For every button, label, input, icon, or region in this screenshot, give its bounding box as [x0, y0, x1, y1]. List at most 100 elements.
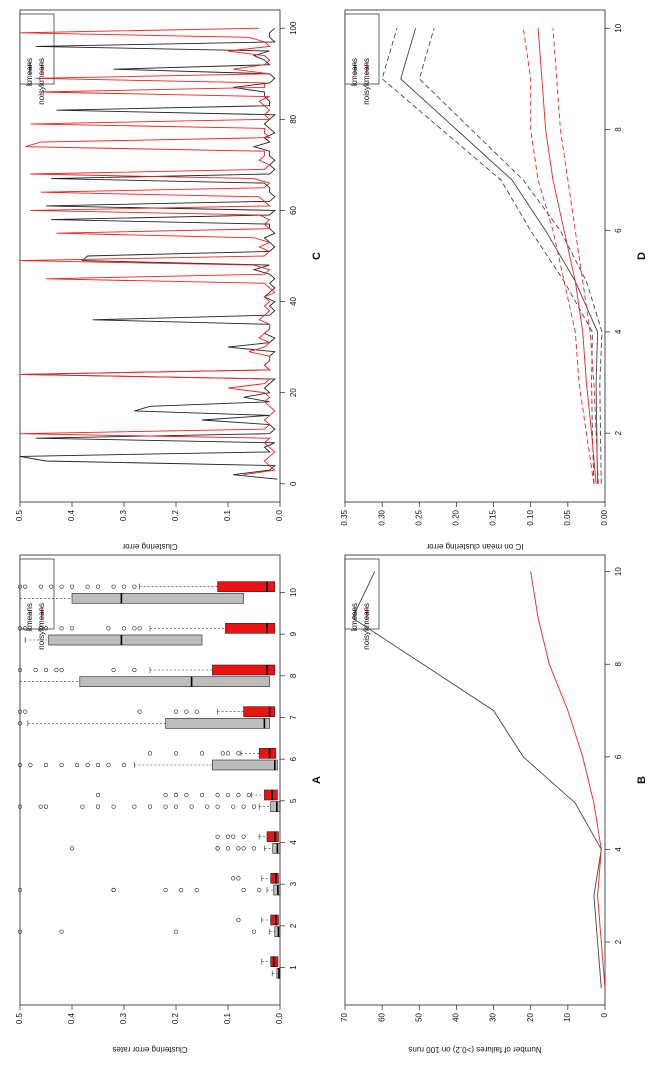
category-tick-label: 9: [289, 631, 298, 636]
legend-label: noisykmeans: [362, 58, 371, 105]
box-outlier: [17, 584, 23, 589]
box-outlier: [241, 804, 246, 809]
legend-box: [344, 558, 380, 630]
category-tick-label: 10: [614, 567, 623, 576]
series-line: [400, 28, 599, 484]
box-outlier: [17, 626, 23, 631]
value-tick-label: 20: [526, 1012, 535, 1021]
box-outlier: [132, 667, 137, 673]
box-outlier: [231, 834, 236, 839]
panel-c: 0.0 0.1 0.2 0.3 0.4 0.5 Clustering error 0 20 40 6…: [15, 9, 323, 551]
category-tick-label: 6: [289, 756, 298, 761]
box-body: [212, 759, 278, 771]
box-outlier: [220, 751, 225, 756]
box-body: [79, 676, 270, 687]
panel-b: 0 10 20 30 40 50 60 70 Number of failures (>0.2)…: [340, 554, 648, 1054]
series-line: [19, 27, 278, 480]
box-outlier: [241, 834, 246, 839]
box-outlier: [95, 792, 101, 798]
plot-frame: [19, 9, 281, 503]
box-outlier: [49, 584, 54, 589]
plot-frame: [344, 9, 606, 503]
series-line: [530, 571, 606, 989]
value-tick-label: 0.0: [275, 1012, 284, 1024]
box-outlier: [106, 762, 111, 768]
box-outlier: [54, 667, 59, 673]
box-outlier: [236, 876, 241, 881]
box-outlier: [80, 804, 85, 809]
box-body: [274, 926, 281, 937]
box-outlier: [173, 804, 179, 809]
box-outlier: [189, 804, 194, 809]
box-outlier: [215, 846, 220, 851]
series-line: [351, 571, 602, 989]
box-outlier: [59, 626, 64, 631]
panel-label: C: [311, 252, 323, 260]
box-outlier: [28, 762, 33, 768]
legend-box: [19, 558, 55, 630]
box-outlier: [132, 804, 137, 809]
box-outlier: [173, 792, 179, 798]
box-outlier: [251, 929, 257, 934]
value-tick-label: 0.1: [223, 509, 232, 521]
category-tick-label: 40: [289, 297, 298, 306]
category-tick-label: 20: [289, 388, 298, 397]
box-body: [270, 914, 279, 926]
box-body: [217, 581, 276, 592]
box-outlier: [85, 762, 90, 768]
box-outlier: [43, 804, 49, 809]
box-outlier: [236, 846, 241, 851]
box-outlier: [236, 792, 241, 798]
value-tick-label: 0.1: [223, 1012, 232, 1024]
category-tick-label: 4: [614, 847, 623, 852]
box-body: [264, 789, 278, 801]
series-line: [522, 28, 595, 484]
value-tick-label: 0.35: [340, 509, 349, 525]
box-outlier: [199, 751, 205, 756]
box-outlier: [38, 626, 43, 631]
series-line: [19, 27, 276, 476]
box-outlier: [23, 709, 28, 714]
box-outlier: [59, 584, 64, 589]
box-outlier: [17, 804, 23, 809]
series-line: [418, 28, 603, 484]
series-line: [381, 28, 595, 484]
series-line: [537, 28, 597, 484]
box-body: [165, 718, 270, 729]
box-outlier: [17, 667, 23, 673]
box-outlier: [17, 709, 23, 714]
category-tick-label: 6: [614, 754, 623, 759]
panel-label: D: [636, 252, 648, 260]
box-outlier: [17, 721, 23, 726]
box-outlier: [257, 887, 262, 893]
value-axis-label: Clustering error: [122, 542, 177, 551]
legend-label: noisykmeans: [362, 603, 371, 650]
legend-label: kmeans: [25, 603, 34, 631]
box-outlier: [246, 792, 251, 798]
box-outlier: [179, 887, 184, 893]
box-body: [212, 664, 276, 676]
box-outlier: [95, 804, 101, 809]
box-outlier: [163, 887, 168, 893]
box-outlier: [43, 762, 49, 768]
category-tick-label: 3: [289, 881, 298, 886]
box-body: [225, 623, 276, 634]
value-axis-label: IC on mean clustering error: [426, 542, 523, 551]
panel-label: B: [636, 776, 648, 784]
plot-frame: [19, 554, 281, 1006]
legend-label: kmeans: [25, 58, 34, 86]
category-tick-label: 10: [614, 23, 623, 32]
box-outlier: [59, 667, 64, 673]
category-tick-label: 10: [289, 588, 298, 597]
box-outlier: [95, 762, 101, 768]
box-outlier: [251, 846, 257, 851]
legend-label: noisykmeans: [37, 58, 46, 105]
category-tick-label: 8: [614, 661, 623, 666]
value-tick-label: 60: [377, 1012, 386, 1021]
value-tick-label: 0.20: [452, 509, 461, 525]
series-line: [552, 28, 599, 484]
legend-label: noisykmeans: [37, 603, 46, 650]
category-tick-label: 8: [614, 127, 623, 132]
box-outlier: [225, 792, 231, 798]
